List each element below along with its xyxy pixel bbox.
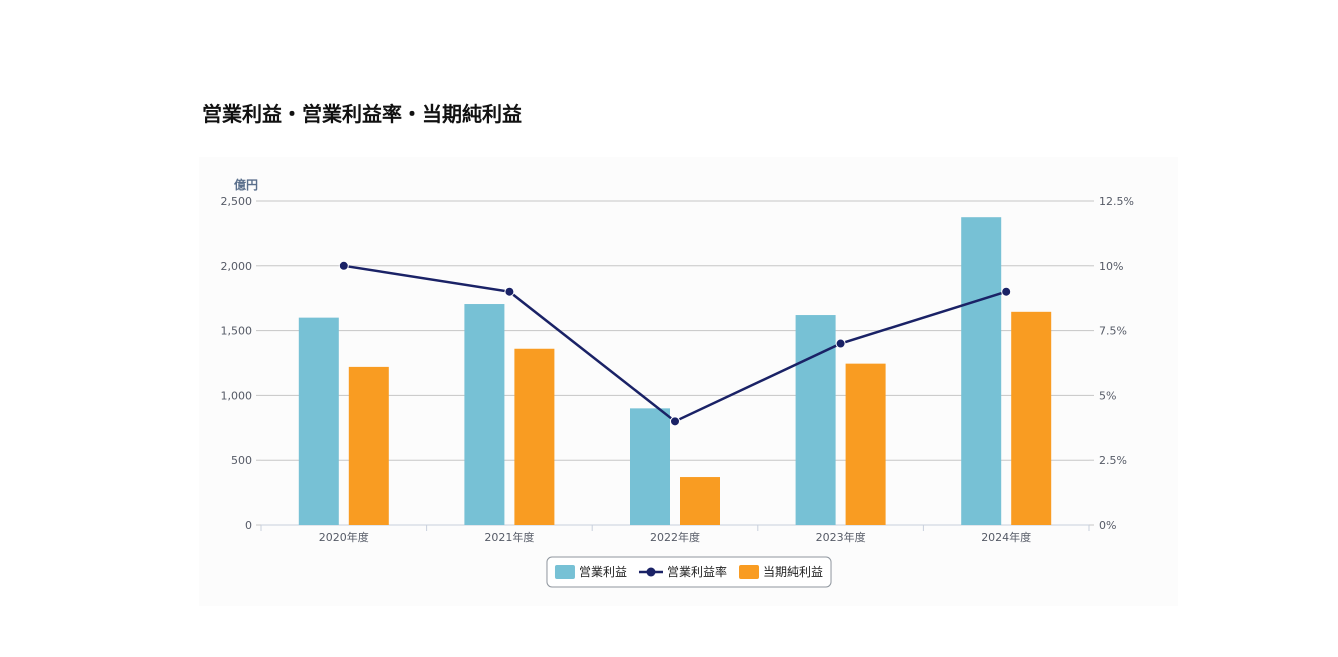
page-title: 営業利益・営業利益率・当期純利益: [202, 102, 522, 126]
bar: [845, 363, 886, 525]
legend: 営業利益 営業利益率 当期純利益: [546, 556, 832, 588]
y-tick-label: 1,000: [221, 389, 253, 402]
chart-panel: 0 0% 500 2.5% 1,000 5% 1,500 7.5% 2,000 10% 2,500 1…: [199, 157, 1178, 606]
line-point: [1001, 286, 1012, 297]
bar: [348, 366, 389, 525]
y2-tick-label: 5%: [1099, 389, 1116, 402]
line-point: [835, 338, 846, 349]
x-tick-label: 2021年度: [484, 530, 534, 544]
bar: [680, 477, 720, 525]
x-tick-label: 2024年度: [981, 530, 1031, 544]
legend-swatch: [739, 565, 760, 579]
bar: [795, 315, 836, 525]
y-tick-label: 0: [245, 519, 252, 532]
bar: [961, 217, 1002, 525]
legend-marker: [646, 567, 656, 577]
x-tick-label: 2022年度: [650, 530, 700, 544]
y-tick-label: 1,500: [221, 325, 253, 338]
x-tick-label: 2023年度: [816, 530, 866, 544]
legend-label[interactable]: 営業利益率: [667, 564, 727, 579]
legend-label[interactable]: 営業利益: [579, 565, 627, 579]
chart: 0 0% 500 2.5% 1,000 5% 1,500 7.5% 2,000 10% 2,500 1…: [221, 177, 1134, 588]
bar: [464, 304, 505, 525]
line-point: [670, 416, 680, 427]
legend-label[interactable]: 当期純利益: [763, 565, 823, 579]
line-point: [504, 286, 515, 297]
bar: [514, 348, 555, 525]
bar: [1011, 311, 1052, 525]
y-tick-label: 500: [231, 454, 252, 467]
bar: [298, 317, 339, 525]
y-tick-label: 2,000: [221, 260, 253, 273]
y2-tick-label: 0%: [1099, 519, 1116, 532]
grid-lines: [256, 200, 1094, 526]
bar: [630, 408, 670, 525]
y2-tick-label: 7.5%: [1099, 325, 1127, 338]
y2-tick-label: 10%: [1099, 260, 1123, 273]
rate-line: [338, 260, 1012, 427]
bars: [298, 217, 1052, 525]
y2-tick-label: 2.5%: [1099, 454, 1127, 467]
line-point: [338, 260, 349, 271]
y2-tick-label: 12.5%: [1099, 195, 1134, 208]
y-axis-title: 億円: [234, 177, 258, 192]
line-series: [343, 264, 1007, 423]
x-tick-label: 2020年度: [319, 530, 369, 544]
legend-swatch: [554, 565, 575, 579]
legend-box: [546, 556, 832, 588]
y-tick-label: 2,500: [221, 195, 253, 208]
axes: 0 0% 500 2.5% 1,000 5% 1,500 7.5% 2,000 10% 2,500 1…: [221, 177, 1134, 544]
